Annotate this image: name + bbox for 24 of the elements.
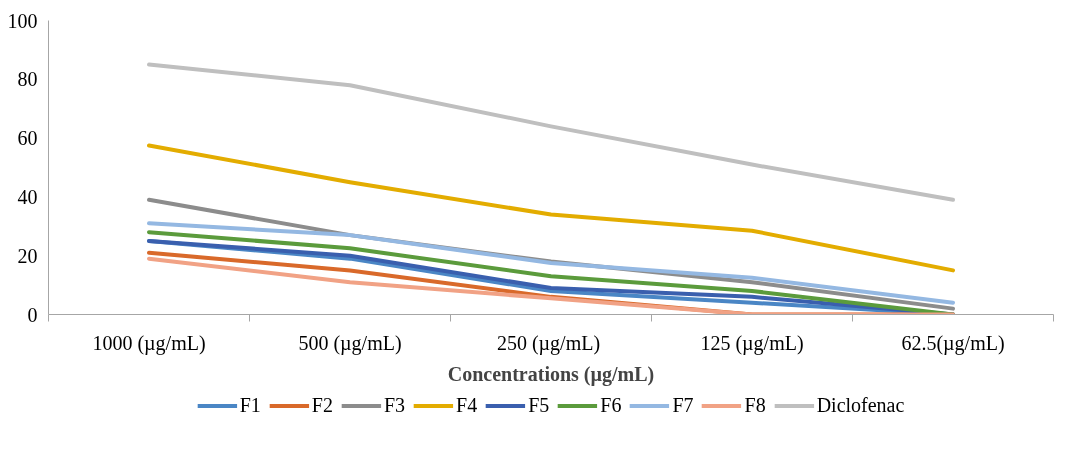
legend-label: F1 [239, 393, 261, 417]
legend-label: F8 [744, 393, 766, 417]
legend-label: F2 [311, 393, 333, 417]
x-tick-label: 250 (µg/mL) [496, 331, 601, 355]
y-tick-label: 40 [17, 185, 38, 208]
y-tick-label: 80 [17, 68, 38, 91]
x-tick-label: 62.5(µg/mL) [901, 331, 1005, 355]
legend-label: F3 [383, 393, 406, 417]
line-series [147, 221, 955, 305]
y-tick-label: 60 [17, 127, 38, 150]
y-tick-label: 100 [7, 9, 38, 32]
line-series [147, 62, 955, 202]
legend-label: F5 [528, 393, 550, 417]
legend-label: F6 [600, 393, 622, 417]
y-tick-label: 20 [17, 244, 38, 267]
x-tick-label: 125 (µg/mL) [700, 331, 804, 355]
legend-label: F4 [456, 393, 478, 417]
x-tick-label: 1000 (µg/mL) [92, 331, 206, 355]
legend-label: F7 [672, 393, 694, 417]
y-tick-label: 0 [27, 303, 38, 326]
line-series [147, 143, 955, 273]
legend-label: Diclofenac [816, 393, 905, 417]
x-axis-title: Concentrations (µg/mL) [447, 362, 655, 386]
x-tick-label: 500 (µg/mL) [298, 331, 402, 355]
